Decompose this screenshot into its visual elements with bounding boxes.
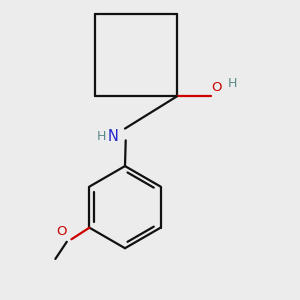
Text: O: O (212, 81, 222, 94)
Text: H: H (228, 77, 237, 90)
Text: N: N (108, 129, 119, 144)
Text: H: H (97, 130, 106, 143)
Text: O: O (57, 225, 67, 238)
